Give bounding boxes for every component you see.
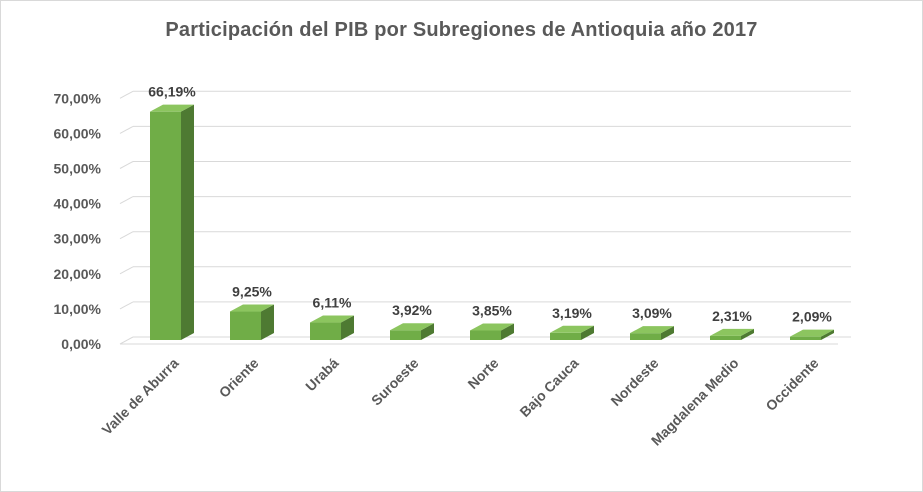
- x-tick-label: Urabá: [302, 355, 342, 395]
- bar: [630, 326, 674, 340]
- gridline-depth: [119, 90, 134, 99]
- bar-side: [821, 329, 834, 340]
- bar-top: [710, 328, 754, 336]
- x-tick-label: Valle de Aburra: [99, 355, 182, 438]
- x-tick-label: Bajo Cauca: [516, 355, 581, 420]
- data-label: 9,25%: [232, 284, 272, 300]
- y-tick-label: 0,00%: [61, 336, 101, 352]
- bar-front: [710, 335, 741, 340]
- bar-front: [390, 330, 421, 340]
- bar: [390, 323, 434, 340]
- bar-side: [581, 325, 594, 340]
- y-tick-label: 60,00%: [54, 125, 102, 141]
- bar-front: [790, 336, 821, 340]
- bars: [150, 104, 834, 341]
- bar-top: [310, 315, 354, 323]
- x-axis: Valle de Aburra Oriente Urabá Suroeste Norte…: [99, 355, 822, 449]
- gridline-depth: [119, 336, 134, 345]
- grid-lines: [119, 90, 851, 345]
- data-label: 66,19%: [148, 84, 196, 100]
- bar-front: [150, 111, 181, 341]
- bar-side: [661, 326, 674, 340]
- y-tick-label: 10,00%: [54, 301, 102, 317]
- data-label: 3,19%: [552, 305, 592, 321]
- bar: [230, 304, 274, 340]
- bar-top: [630, 326, 674, 334]
- gridline-depth: [119, 231, 134, 240]
- y-axis: 0,00% 10,00% 20,00% 30,00% 40,00% 50,00% 60,00…: [54, 90, 102, 352]
- data-label: 2,09%: [792, 309, 832, 325]
- bar: [550, 325, 594, 340]
- bar: [470, 323, 514, 340]
- x-tick-label: Norte: [464, 355, 501, 392]
- bar-top: [390, 323, 434, 331]
- bar-top: [230, 304, 274, 312]
- gridline-depth: [119, 196, 134, 205]
- bar: [150, 104, 194, 341]
- gridline-depth: [119, 161, 134, 169]
- data-label: 3,85%: [472, 302, 512, 318]
- bar-top: [150, 104, 194, 112]
- bar: [310, 315, 354, 340]
- y-tick-label: 40,00%: [54, 196, 102, 212]
- bar-side: [421, 323, 434, 340]
- bar-side: [261, 304, 274, 340]
- x-tick-label: Suroeste: [368, 355, 422, 409]
- y-tick-label: 50,00%: [54, 161, 102, 177]
- bar-side: [741, 328, 754, 340]
- data-label: 3,09%: [632, 305, 672, 321]
- gridline-depth: [119, 125, 134, 134]
- bar: [710, 328, 754, 340]
- x-tick-label: Oriente: [216, 355, 262, 401]
- bar-side: [501, 323, 514, 340]
- chart-title: Participación del PIB por Subregiones de…: [165, 19, 758, 41]
- gridline-depth: [119, 266, 134, 275]
- x-tick-label: Nordeste: [607, 355, 661, 409]
- data-label: 2,31%: [712, 308, 752, 324]
- bar-front: [470, 330, 501, 340]
- bar-front: [630, 333, 661, 340]
- bar-top: [790, 329, 834, 337]
- x-tick-label: Occidente: [762, 355, 821, 414]
- bar-side: [181, 104, 194, 341]
- bar: [790, 329, 834, 340]
- bar-top: [470, 323, 514, 331]
- bar-side: [341, 315, 354, 340]
- gridline-depth: [119, 301, 134, 310]
- y-tick-label: 30,00%: [54, 231, 102, 247]
- data-label: 6,11%: [313, 295, 352, 311]
- bar-top: [550, 325, 594, 333]
- data-label: 3,92%: [392, 302, 432, 318]
- y-tick-label: 70,00%: [54, 90, 102, 106]
- bar-front: [550, 332, 581, 340]
- y-tick-label: 20,00%: [54, 266, 102, 282]
- bar-front: [230, 311, 261, 340]
- x-tick-label: Magdalena Medio: [648, 355, 742, 449]
- bar-front: [310, 322, 341, 340]
- data-labels: 66,19% 9,25% 6,11% 3,92% 3,85% 3,19% 3,09% 2,31…: [148, 84, 832, 325]
